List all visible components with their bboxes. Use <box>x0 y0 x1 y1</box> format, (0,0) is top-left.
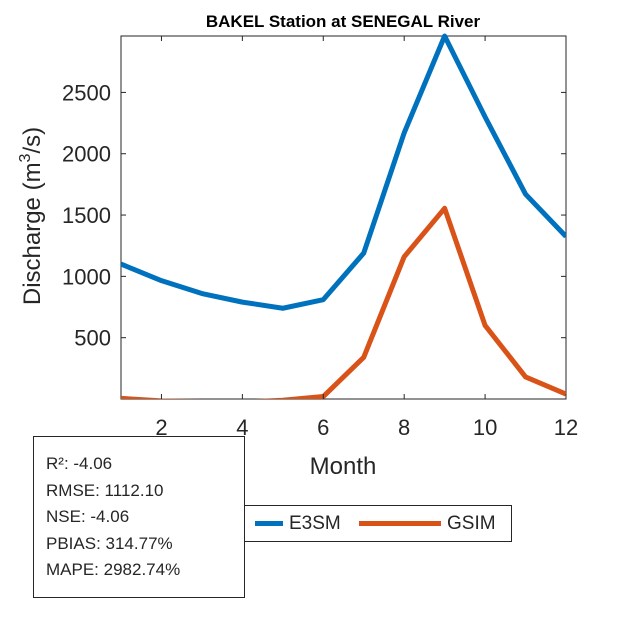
metrics-box: R²: -4.06 RMSE: 1112.10 NSE: -4.06 PBIAS… <box>33 436 245 598</box>
plot-area <box>120 35 567 400</box>
y-axis-label: Discharge (m3/s) <box>17 127 46 305</box>
pbias-metric: PBIAS: 314.77% <box>46 533 173 553</box>
chart-legend: E3SM GSIM <box>244 505 512 542</box>
legend-swatch-e3sm <box>255 521 283 526</box>
r2-metric: R²: -4.06 <box>46 454 113 473</box>
x-tick-label: 4 <box>236 415 248 440</box>
series-line-gsim <box>121 205 566 399</box>
legend-label-e3sm: E3SM <box>289 512 341 534</box>
y-axis-label-suffix: /s) <box>19 127 46 154</box>
x-tick-label: 6 <box>317 415 329 440</box>
y-tick-label: 2500 <box>62 80 111 105</box>
y-tick-label: 2000 <box>62 142 111 167</box>
x-tick-label: 12 <box>554 415 578 440</box>
y-axis-label-prefix: Discharge (m <box>19 162 46 305</box>
y-axis-label-superscript: 3 <box>17 153 34 162</box>
rmse-metric: RMSE: 1112.10 <box>46 480 164 500</box>
mape-metric: MAPE: 2982.74% <box>46 560 181 580</box>
series-line-e3sm <box>121 33 566 311</box>
chart-title: BAKEL Station at SENEGAL River <box>206 12 481 31</box>
x-tick-label: 2 <box>155 415 167 440</box>
x-axis-label: Month <box>310 453 377 480</box>
x-tick-label: 8 <box>398 415 410 440</box>
legend-swatch-gsim <box>359 521 441 526</box>
y-tick-label: 500 <box>74 326 111 351</box>
legend-item-e3sm: E3SM <box>255 506 341 541</box>
y-tick-label: 1000 <box>62 264 111 289</box>
x-tick-label: 10 <box>473 415 497 440</box>
legend-item-gsim: GSIM <box>353 506 496 541</box>
legend-label-gsim: GSIM <box>447 512 496 534</box>
y-tick-label: 1500 <box>62 203 111 228</box>
nse-metric: NSE: -4.06 <box>46 507 130 527</box>
